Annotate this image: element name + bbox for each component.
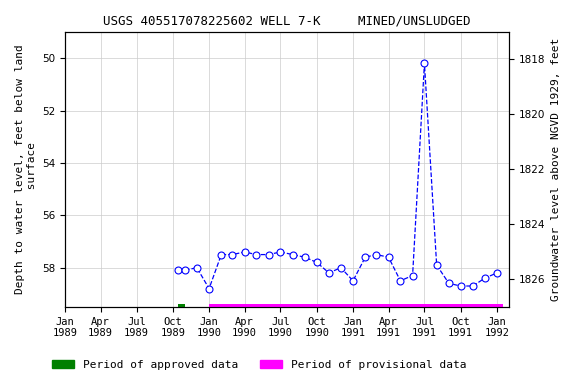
Legend: Period of approved data, Period of provisional data: Period of approved data, Period of provi… — [47, 356, 471, 375]
Y-axis label: Groundwater level above NGVD 1929, feet: Groundwater level above NGVD 1929, feet — [551, 38, 561, 301]
Y-axis label: Depth to water level, feet below land
 surface: Depth to water level, feet below land su… — [15, 45, 37, 294]
Title: USGS 405517078225602 WELL 7-K     MINED/UNSLUDGED: USGS 405517078225602 WELL 7-K MINED/UNSL… — [104, 15, 471, 28]
